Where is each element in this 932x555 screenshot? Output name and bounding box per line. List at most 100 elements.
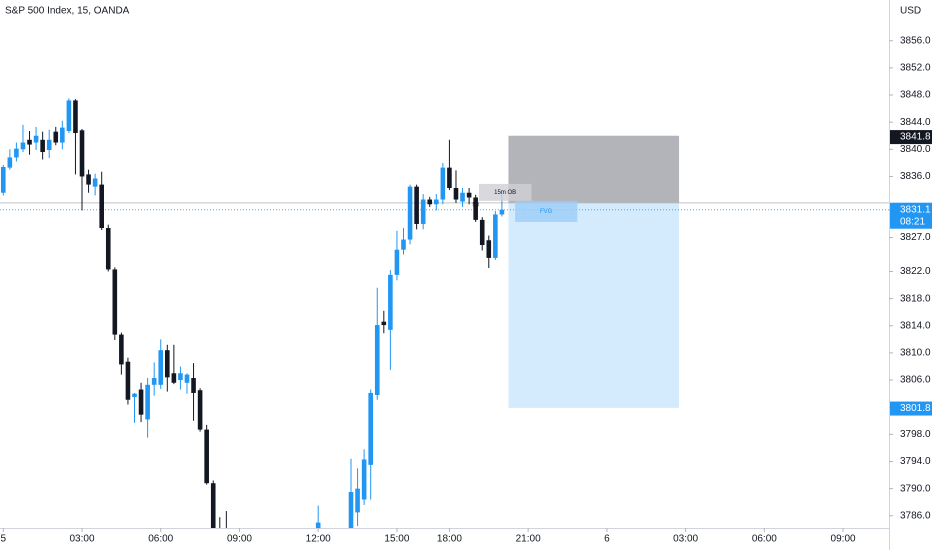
candle-body [381, 321, 387, 326]
box [478, 183, 532, 201]
price-label: 3801.8 [900, 403, 931, 414]
candle-body [394, 249, 400, 275]
candle-body [7, 157, 13, 168]
y-tick-label: 3852.0 [900, 63, 931, 74]
candle-body [151, 378, 157, 385]
candle-body [125, 361, 131, 400]
candle-body [473, 197, 478, 220]
zone [508, 202, 680, 408]
candle-body [99, 184, 104, 229]
candle-body [53, 131, 59, 143]
candle-body [46, 139, 52, 150]
x-tick-label: 03:00 [673, 534, 698, 545]
countdown: 08:21 [900, 216, 925, 227]
y-tick-label: 3844.0 [900, 117, 931, 128]
candle-body [73, 100, 78, 134]
candle-body [374, 325, 380, 395]
x-tick-label: 09:00 [227, 534, 252, 545]
candle-body [447, 167, 452, 188]
candle-body [86, 174, 91, 185]
candle-body [401, 239, 406, 250]
candle-body [414, 186, 419, 224]
x-tick-label: 15:00 [384, 534, 409, 545]
candle-body [210, 483, 216, 528]
x-tick-label: 21:00 [516, 534, 541, 545]
y-tick-label: 3818.0 [900, 293, 931, 304]
candle-body [361, 459, 367, 500]
y-tick-label: 3856.0 [900, 35, 931, 46]
x-tick-label: 06:00 [148, 534, 173, 545]
y-tick-label: 3840.0 [900, 144, 931, 155]
y-tick-label: 3822.0 [900, 266, 931, 277]
x-tick-label: 5 [0, 534, 6, 545]
candle-body [138, 389, 144, 415]
candle-body [14, 148, 19, 158]
candle-body [92, 178, 98, 187]
candle-body [433, 199, 439, 205]
y-tick-label: 3794.0 [900, 456, 931, 467]
candle-body [145, 384, 150, 420]
candle-body [165, 350, 170, 378]
candle-body [204, 429, 209, 484]
y-tick-label: 3814.0 [900, 320, 931, 331]
candle-body [407, 186, 413, 240]
price-label: 3831.1 [900, 204, 931, 215]
x-tick-label: 18:00 [437, 534, 462, 545]
candle-body [348, 492, 354, 528]
candle-body [171, 373, 177, 383]
y-tick-label: 3810.0 [900, 348, 931, 359]
candle-body [184, 374, 190, 383]
box-label: 15m OB [494, 190, 516, 196]
y-tick-label: 3786.0 [900, 510, 931, 521]
y-tick-label: 3836.0 [900, 171, 931, 182]
price-label-box [890, 130, 932, 145]
box [515, 200, 578, 222]
candle-body [466, 192, 472, 198]
candle-body [40, 139, 45, 153]
candle-body [355, 488, 360, 513]
candle-body [420, 199, 426, 224]
candle-body [79, 130, 85, 177]
candle-body [66, 100, 72, 131]
plot-area: 15m OB FVG 58 [0, 98, 889, 528]
candle-body [493, 214, 498, 258]
candle-body [427, 199, 433, 205]
x-tick-label: 12:00 [306, 534, 331, 545]
x-tick-label: 06:00 [752, 534, 777, 545]
y-tick-label: 3798.0 [900, 429, 931, 440]
candle-body [499, 209, 505, 215]
x-tick-label: 6 [604, 534, 610, 545]
candle-body [191, 378, 196, 393]
y-tick-label: 3848.0 [900, 90, 931, 101]
x-tick-label: 09:00 [831, 534, 856, 545]
candle-body [132, 393, 137, 398]
candle-body [453, 187, 459, 200]
y-tick-label: 3827.0 [900, 232, 931, 243]
candle-body [105, 228, 111, 270]
candle-body [33, 135, 39, 143]
candle-body [479, 219, 485, 245]
candle-body [119, 334, 124, 365]
price-label-box [890, 401, 932, 416]
candle-body [368, 392, 373, 465]
price-label: 3841.8 [900, 132, 931, 143]
currency: USD [900, 6, 921, 17]
candle-body [60, 127, 65, 143]
x-tick-label: 03:00 [69, 534, 94, 545]
box-label: FVG [540, 209, 553, 215]
y-tick-label: 3806.0 [900, 375, 931, 386]
candle-body [486, 240, 492, 258]
candle-body [112, 269, 118, 335]
y-tick-label: 3790.0 [900, 483, 931, 494]
chart-title: S&P 500 Index, 15, OANDA [5, 6, 130, 17]
candle-body [27, 139, 32, 145]
price-label-box [890, 202, 932, 229]
candle-body [0, 166, 6, 193]
candle-body [20, 142, 26, 150]
candle-body [178, 373, 183, 381]
candle-body [388, 274, 393, 330]
candle-body [315, 522, 321, 528]
candle-body [197, 390, 203, 430]
